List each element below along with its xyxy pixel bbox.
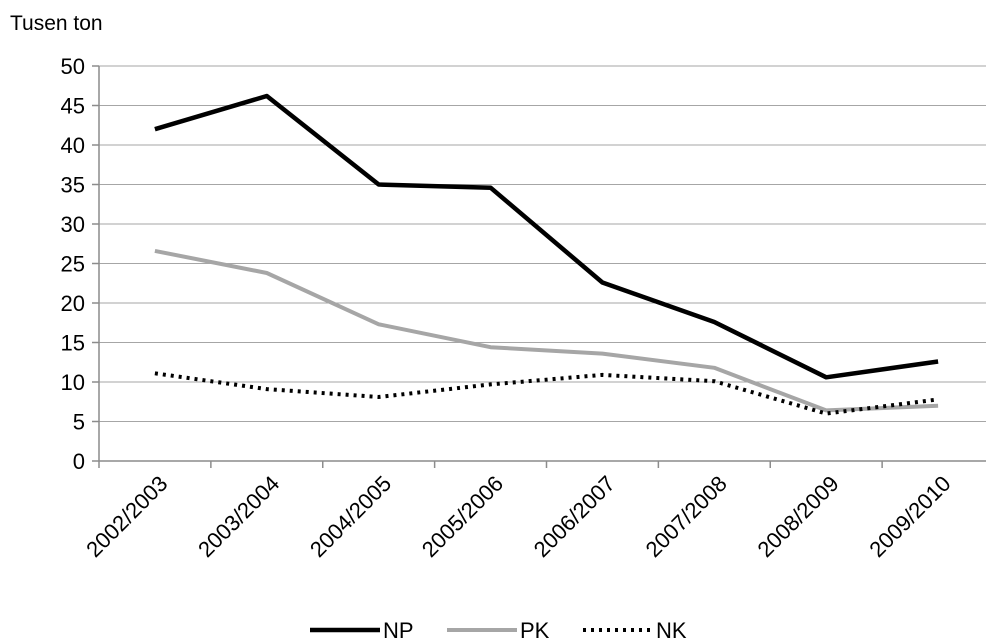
y-tick-label: 35 <box>61 173 85 198</box>
y-tick-label: 45 <box>61 94 85 119</box>
y-tick-label: 40 <box>61 133 85 158</box>
series-lines <box>154 93 939 416</box>
y-tick-label: 50 <box>61 54 85 79</box>
y-tick-label: 10 <box>61 370 85 395</box>
series-line-np <box>154 93 939 380</box>
x-tick-label: 2006/2007 <box>529 471 620 562</box>
x-tick-label: 2004/2005 <box>305 471 396 562</box>
y-tick-label: 15 <box>61 331 85 356</box>
legend-label-np: NP <box>383 618 414 642</box>
legend: NP PK NK <box>310 618 687 642</box>
gridlines <box>99 65 986 422</box>
y-tick-label: 30 <box>61 212 85 237</box>
y-axis-title: Tusen ton <box>10 12 103 35</box>
x-tick-label: 2003/2004 <box>193 471 284 562</box>
y-tick-label: 20 <box>61 291 85 316</box>
y-tick-label: 0 <box>73 449 85 474</box>
y-tick-label: 25 <box>61 252 85 277</box>
y-tick-label: 5 <box>73 410 85 435</box>
x-tick-label: 2009/2010 <box>864 471 955 562</box>
x-tick-label: 2005/2006 <box>417 471 508 562</box>
x-tick-label: 2007/2008 <box>641 471 732 562</box>
x-tick-label: 2008/2009 <box>753 471 844 562</box>
series-line-nk <box>154 371 939 416</box>
series-line-pk <box>154 248 939 413</box>
legend-label-nk: NK <box>656 618 687 642</box>
x-tick-label: 2002/2003 <box>81 471 172 562</box>
legend-label-pk: PK <box>520 618 550 642</box>
